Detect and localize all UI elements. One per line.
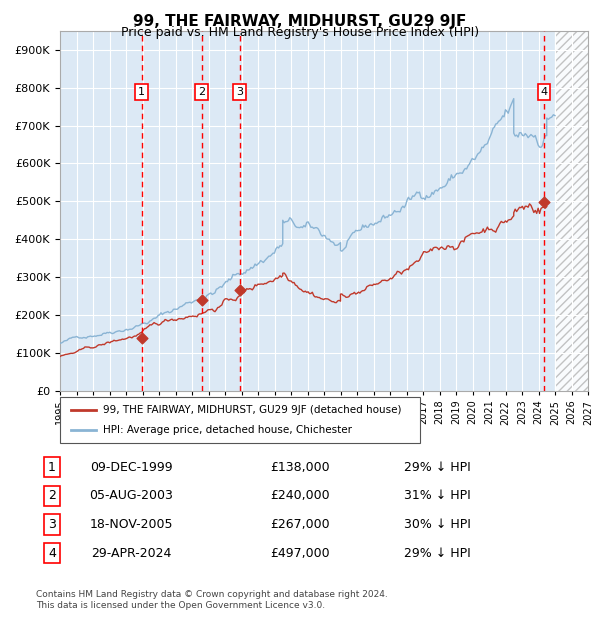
Text: HPI: Average price, detached house, Chichester: HPI: Average price, detached house, Chic… bbox=[103, 425, 352, 435]
Text: This data is licensed under the Open Government Licence v3.0.: This data is licensed under the Open Gov… bbox=[36, 601, 325, 611]
Point bbox=[539, 198, 549, 208]
Text: 4: 4 bbox=[541, 87, 548, 97]
Text: 1: 1 bbox=[48, 461, 56, 474]
Text: 30% ↓ HPI: 30% ↓ HPI bbox=[404, 518, 471, 531]
Text: 2: 2 bbox=[198, 87, 205, 97]
Text: 99, THE FAIRWAY, MIDHURST, GU29 9JF (detached house): 99, THE FAIRWAY, MIDHURST, GU29 9JF (det… bbox=[103, 405, 402, 415]
Text: £138,000: £138,000 bbox=[270, 461, 330, 474]
Text: 99, THE FAIRWAY, MIDHURST, GU29 9JF: 99, THE FAIRWAY, MIDHURST, GU29 9JF bbox=[133, 14, 467, 29]
Text: 29-APR-2024: 29-APR-2024 bbox=[91, 547, 171, 560]
Text: 3: 3 bbox=[48, 518, 56, 531]
Text: 05-AUG-2003: 05-AUG-2003 bbox=[89, 489, 173, 502]
Text: 2: 2 bbox=[48, 489, 56, 502]
Bar bbox=[555, 31, 588, 391]
Text: 3: 3 bbox=[236, 87, 243, 97]
Bar bbox=[555, 31, 588, 391]
Text: Price paid vs. HM Land Registry's House Price Index (HPI): Price paid vs. HM Land Registry's House … bbox=[121, 26, 479, 39]
Text: £240,000: £240,000 bbox=[270, 489, 330, 502]
Text: £267,000: £267,000 bbox=[270, 518, 330, 531]
Text: 29% ↓ HPI: 29% ↓ HPI bbox=[404, 547, 470, 560]
Point bbox=[235, 285, 244, 294]
Text: 31% ↓ HPI: 31% ↓ HPI bbox=[404, 489, 470, 502]
Text: £497,000: £497,000 bbox=[270, 547, 330, 560]
FancyBboxPatch shape bbox=[60, 397, 420, 443]
Text: Contains HM Land Registry data © Crown copyright and database right 2024.: Contains HM Land Registry data © Crown c… bbox=[36, 590, 388, 600]
Text: 29% ↓ HPI: 29% ↓ HPI bbox=[404, 461, 470, 474]
Point bbox=[197, 294, 206, 304]
Text: 4: 4 bbox=[48, 547, 56, 560]
Point bbox=[137, 334, 146, 343]
Text: 1: 1 bbox=[138, 87, 145, 97]
Text: 09-DEC-1999: 09-DEC-1999 bbox=[90, 461, 172, 474]
Text: 18-NOV-2005: 18-NOV-2005 bbox=[89, 518, 173, 531]
